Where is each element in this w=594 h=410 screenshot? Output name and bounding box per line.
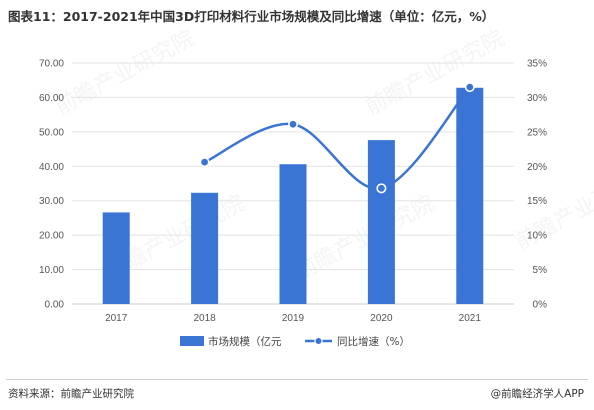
bar-series	[102, 87, 484, 304]
watermark-text: 前瞻产业研究院	[291, 191, 439, 285]
legend: 市场规模（亿元 同比增速（%）	[180, 335, 410, 348]
x-axis: 2017 2018 2019 2020 2021	[105, 313, 481, 324]
y-left-tick-label: 30.00	[39, 196, 64, 207]
growth-point	[287, 119, 298, 130]
x-tick-label: 2017	[105, 313, 128, 324]
y-axis-left: 0.00 10.00 20.00 30.00 40.00 50.00 60.00 70.00	[39, 59, 64, 311]
source-note: 资料来源：前瞻产业研究院	[8, 388, 134, 400]
bar	[456, 87, 484, 304]
legend-swatch-marker	[314, 336, 323, 346]
y-right-tick-label: 30%	[527, 93, 547, 104]
y-right-tick-label: 0%	[533, 300, 548, 311]
x-tick-label: 2020	[370, 313, 393, 324]
y-left-tick-label: 60.00	[39, 93, 64, 104]
y-left-tick-label: 10.00	[39, 265, 64, 276]
y-right-tick-label: 5%	[533, 265, 548, 276]
brand-label: @前瞻经济学人APP	[490, 388, 584, 400]
x-tick-label: 2021	[459, 313, 482, 324]
watermark-text: 前瞻产业研究院	[51, 26, 199, 120]
y-right-tick-label: 25%	[527, 127, 547, 138]
y-left-tick-label: 70.00	[39, 59, 64, 70]
bar	[279, 164, 307, 304]
bar	[102, 212, 130, 304]
y-right-tick-label: 10%	[527, 231, 547, 242]
growth-line	[204, 86, 471, 190]
watermark-text: 前瞻产业研究院	[511, 161, 594, 255]
bar	[367, 140, 395, 304]
legend-label-bar: 市场规模（亿元	[208, 335, 282, 348]
watermark-text: 前瞻产业研究院	[361, 26, 509, 120]
y-left-tick-label: 40.00	[39, 162, 64, 173]
y-right-tick-label: 20%	[527, 162, 547, 173]
bar	[191, 192, 219, 304]
y-right-tick-label: 15%	[527, 196, 547, 207]
growth-point	[376, 183, 387, 194]
legend-swatch-bar	[180, 336, 204, 346]
y-left-tick-label: 0.00	[45, 300, 65, 311]
legend-label-line: 同比增速（%）	[337, 335, 410, 348]
x-tick-label: 2018	[193, 313, 216, 324]
growth-point	[464, 82, 475, 93]
growth-point	[199, 157, 210, 168]
x-tick-label: 2019	[282, 313, 305, 324]
line-series	[199, 82, 475, 194]
y-right-tick-label: 35%	[527, 59, 547, 70]
footer-divider	[6, 379, 588, 380]
chart-title: 图表11：2017-2021年中国3D打印材料行业市场规模及同比增速（单位：亿元…	[8, 9, 495, 24]
y-left-tick-label: 20.00	[39, 231, 64, 242]
y-left-tick-label: 50.00	[39, 127, 64, 138]
y-axis-right: 0% 5% 10% 15% 20% 25% 30% 35%	[527, 59, 547, 311]
